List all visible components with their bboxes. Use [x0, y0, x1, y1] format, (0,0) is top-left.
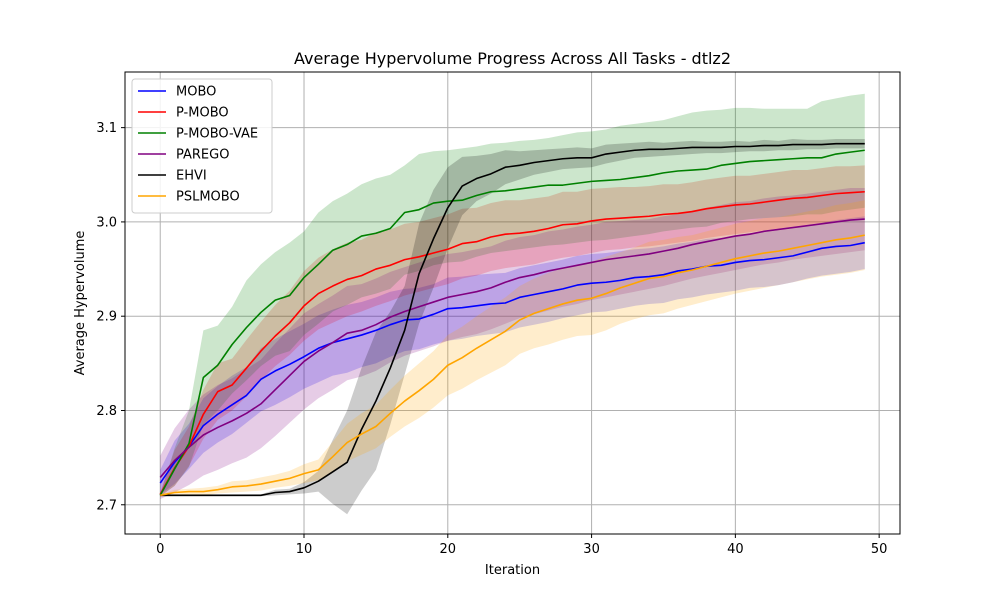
line-mobo	[159, 241, 865, 484]
y-tick-label: 2.7	[96, 498, 117, 513]
x-tick-label: 30	[583, 542, 600, 557]
axis-ticks: 0 10 20 30 40 50 2.7 2.8 2.9 3.0 3.1	[96, 121, 887, 557]
line-ehvi	[160, 142, 865, 497]
band-mobo	[160, 216, 865, 495]
legend-label: PAREGO	[176, 148, 229, 163]
y-tick-label: 2.9	[96, 310, 117, 325]
line-pslmobo	[160, 234, 865, 497]
line-parego	[159, 218, 865, 478]
y-tick-label: 3.0	[96, 215, 117, 230]
x-tick-label: 10	[296, 542, 313, 557]
y-axis-label: Average Hypervolume	[73, 231, 88, 376]
x-tick-label: 0	[156, 542, 164, 557]
band-pslmobo	[160, 200, 865, 497]
legend-label: P-MOBO-VAE	[176, 127, 258, 142]
legend-box	[131, 78, 273, 214]
band-p-mobo-vae	[160, 93, 865, 497]
series-lines	[159, 142, 865, 497]
x-tick-label: 50	[871, 542, 888, 557]
line-p-mobo-vae	[159, 149, 865, 496]
plot-frame	[124, 71, 901, 535]
y-tick-label: 2.8	[96, 404, 117, 419]
legend-label: P-MOBO	[176, 106, 229, 121]
legend: MOBO P-MOBO P-MOBO-VAE PAREGO EHVI PSLMOBO	[131, 78, 273, 214]
x-tick-label: 20	[440, 542, 457, 557]
legend-label: MOBO	[176, 85, 216, 100]
band-parego	[160, 187, 865, 500]
y-tick-label: 3.1	[96, 121, 117, 136]
line-p-mobo	[159, 190, 865, 495]
chart-title: Average Hypervolume Progress Across All …	[294, 49, 731, 68]
grid	[125, 72, 900, 534]
x-axis-label: Iteration	[485, 563, 540, 578]
x-tick-label: 40	[727, 542, 744, 557]
legend-label: EHVI	[176, 169, 207, 184]
legend-label: PSLMOBO	[176, 190, 240, 205]
